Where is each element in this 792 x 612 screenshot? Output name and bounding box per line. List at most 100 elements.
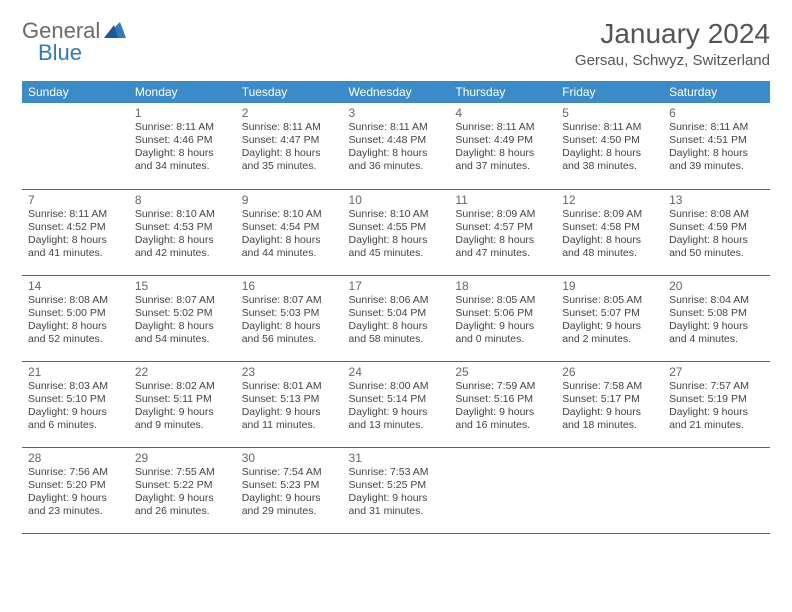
day-line: and 0 minutes. — [455, 333, 550, 346]
day-line: Sunset: 5:08 PM — [669, 307, 764, 320]
day-line: Sunset: 5:23 PM — [242, 479, 337, 492]
day-line: Sunrise: 8:11 AM — [135, 121, 230, 134]
day-line: Daylight: 9 hours — [28, 406, 123, 419]
day-number: 8 — [135, 193, 230, 207]
day-line: and 13 minutes. — [349, 419, 444, 432]
day-line: and 54 minutes. — [135, 333, 230, 346]
day-number: 24 — [349, 365, 444, 379]
day-line: Sunrise: 8:08 AM — [669, 208, 764, 221]
calendar-cell — [449, 447, 556, 533]
day-line: and 16 minutes. — [455, 419, 550, 432]
day-number: 16 — [242, 279, 337, 293]
day-line: Daylight: 8 hours — [455, 234, 550, 247]
day-line: Sunrise: 8:09 AM — [562, 208, 657, 221]
weekday-header: Sunday — [22, 81, 129, 103]
day-line: and 18 minutes. — [562, 419, 657, 432]
title-block: January 2024 Gersau, Schwyz, Switzerland — [575, 18, 770, 69]
day-line: Sunset: 5:19 PM — [669, 393, 764, 406]
day-line: Sunset: 5:22 PM — [135, 479, 230, 492]
day-line: Sunset: 5:14 PM — [349, 393, 444, 406]
day-line: Sunrise: 8:11 AM — [28, 208, 123, 221]
day-line: Daylight: 8 hours — [242, 320, 337, 333]
day-number: 22 — [135, 365, 230, 379]
logo-text-blue: Blue — [38, 40, 82, 65]
day-number: 28 — [28, 451, 123, 465]
day-number: 18 — [455, 279, 550, 293]
day-number: 15 — [135, 279, 230, 293]
day-line: and 31 minutes. — [349, 505, 444, 518]
day-details: Sunrise: 8:11 AMSunset: 4:50 PMDaylight:… — [562, 121, 657, 174]
day-number: 10 — [349, 193, 444, 207]
day-line: Sunrise: 8:11 AM — [242, 121, 337, 134]
day-line: Daylight: 9 hours — [242, 492, 337, 505]
day-details: Sunrise: 8:07 AMSunset: 5:03 PMDaylight:… — [242, 294, 337, 347]
day-line: Sunset: 5:16 PM — [455, 393, 550, 406]
day-line: and 9 minutes. — [135, 419, 230, 432]
day-line: Daylight: 9 hours — [28, 492, 123, 505]
day-line: Sunset: 5:03 PM — [242, 307, 337, 320]
day-line: Sunset: 4:50 PM — [562, 134, 657, 147]
day-number: 6 — [669, 106, 764, 120]
calendar-cell: 3Sunrise: 8:11 AMSunset: 4:48 PMDaylight… — [343, 103, 450, 189]
weekday-header-row: Sunday Monday Tuesday Wednesday Thursday… — [22, 81, 770, 103]
day-line: Sunrise: 8:11 AM — [349, 121, 444, 134]
day-details: Sunrise: 7:53 AMSunset: 5:25 PMDaylight:… — [349, 466, 444, 519]
day-number: 11 — [455, 193, 550, 207]
day-line: Sunset: 4:57 PM — [455, 221, 550, 234]
day-line: and 2 minutes. — [562, 333, 657, 346]
day-line: Sunset: 5:06 PM — [455, 307, 550, 320]
day-details: Sunrise: 8:10 AMSunset: 4:55 PMDaylight:… — [349, 208, 444, 261]
day-line: Sunset: 4:46 PM — [135, 134, 230, 147]
day-line: Sunset: 4:51 PM — [669, 134, 764, 147]
calendar-cell: 22Sunrise: 8:02 AMSunset: 5:11 PMDayligh… — [129, 361, 236, 447]
day-details: Sunrise: 8:05 AMSunset: 5:07 PMDaylight:… — [562, 294, 657, 347]
day-details: Sunrise: 7:55 AMSunset: 5:22 PMDaylight:… — [135, 466, 230, 519]
day-line: and 42 minutes. — [135, 247, 230, 260]
day-line: and 26 minutes. — [135, 505, 230, 518]
day-line: and 56 minutes. — [242, 333, 337, 346]
calendar-row: 21Sunrise: 8:03 AMSunset: 5:10 PMDayligh… — [22, 361, 770, 447]
day-line: Daylight: 8 hours — [28, 234, 123, 247]
day-number: 20 — [669, 279, 764, 293]
calendar-cell: 2Sunrise: 8:11 AMSunset: 4:47 PMDaylight… — [236, 103, 343, 189]
day-line: Daylight: 8 hours — [242, 147, 337, 160]
day-number: 21 — [28, 365, 123, 379]
calendar-cell: 14Sunrise: 8:08 AMSunset: 5:00 PMDayligh… — [22, 275, 129, 361]
day-details: Sunrise: 8:07 AMSunset: 5:02 PMDaylight:… — [135, 294, 230, 347]
day-number: 4 — [455, 106, 550, 120]
day-line: Daylight: 8 hours — [135, 234, 230, 247]
calendar-cell: 28Sunrise: 7:56 AMSunset: 5:20 PMDayligh… — [22, 447, 129, 533]
day-details: Sunrise: 7:54 AMSunset: 5:23 PMDaylight:… — [242, 466, 337, 519]
day-line: Sunset: 4:55 PM — [349, 221, 444, 234]
calendar-cell: 13Sunrise: 8:08 AMSunset: 4:59 PMDayligh… — [663, 189, 770, 275]
day-line: Sunset: 5:00 PM — [28, 307, 123, 320]
weekday-header: Wednesday — [343, 81, 450, 103]
day-line: Sunset: 4:47 PM — [242, 134, 337, 147]
day-line: Daylight: 8 hours — [349, 147, 444, 160]
day-line: Daylight: 8 hours — [349, 234, 444, 247]
day-number: 9 — [242, 193, 337, 207]
day-line: Daylight: 9 hours — [242, 406, 337, 419]
day-line: Daylight: 8 hours — [242, 234, 337, 247]
calendar-cell: 24Sunrise: 8:00 AMSunset: 5:14 PMDayligh… — [343, 361, 450, 447]
day-details: Sunrise: 8:11 AMSunset: 4:46 PMDaylight:… — [135, 121, 230, 174]
day-line: Sunrise: 7:53 AM — [349, 466, 444, 479]
calendar-row: 7Sunrise: 8:11 AMSunset: 4:52 PMDaylight… — [22, 189, 770, 275]
day-line: Sunrise: 8:10 AM — [349, 208, 444, 221]
calendar-cell: 15Sunrise: 8:07 AMSunset: 5:02 PMDayligh… — [129, 275, 236, 361]
calendar-cell: 9Sunrise: 8:10 AMSunset: 4:54 PMDaylight… — [236, 189, 343, 275]
logo-triangle-icon — [104, 22, 126, 41]
day-line: and 29 minutes. — [242, 505, 337, 518]
day-details: Sunrise: 8:05 AMSunset: 5:06 PMDaylight:… — [455, 294, 550, 347]
day-line: and 37 minutes. — [455, 160, 550, 173]
location: Gersau, Schwyz, Switzerland — [575, 52, 770, 69]
day-details: Sunrise: 8:11 AMSunset: 4:51 PMDaylight:… — [669, 121, 764, 174]
day-line: Daylight: 9 hours — [135, 492, 230, 505]
day-line: Sunrise: 8:06 AM — [349, 294, 444, 307]
day-line: Daylight: 8 hours — [455, 147, 550, 160]
day-line: Sunrise: 8:07 AM — [135, 294, 230, 307]
day-number: 17 — [349, 279, 444, 293]
day-number: 12 — [562, 193, 657, 207]
calendar-cell: 29Sunrise: 7:55 AMSunset: 5:22 PMDayligh… — [129, 447, 236, 533]
calendar-row: 1Sunrise: 8:11 AMSunset: 4:46 PMDaylight… — [22, 103, 770, 189]
